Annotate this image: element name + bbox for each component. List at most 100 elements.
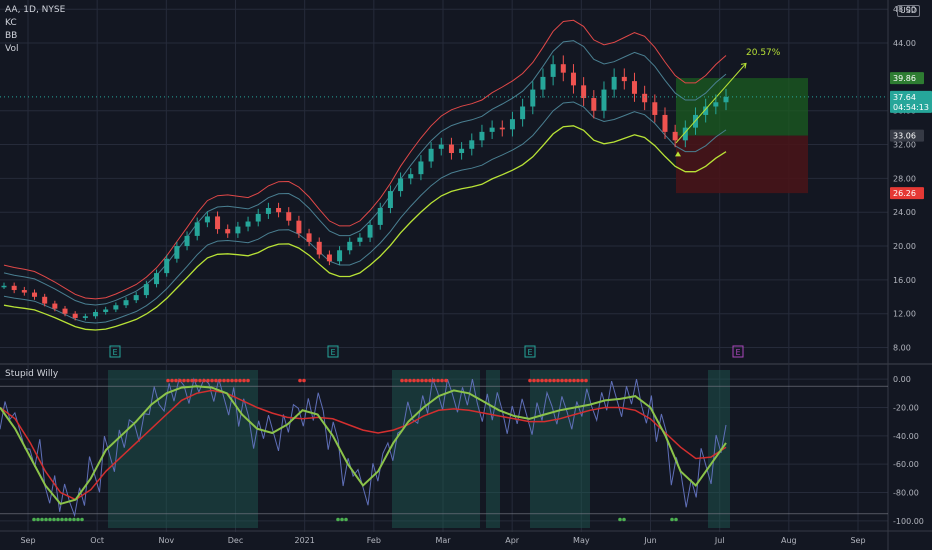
overbought-dot xyxy=(174,378,178,383)
overbought-dot xyxy=(234,378,238,383)
symbol-title[interactable]: AA, 1D, NYSE xyxy=(5,5,66,15)
candle-body xyxy=(347,241,353,251)
price-tick-label: 8.00 xyxy=(893,344,911,353)
candle-body xyxy=(520,106,526,120)
candle-body xyxy=(42,296,48,304)
price-tick-label: 32.00 xyxy=(893,141,916,150)
price-tick-label: 28.00 xyxy=(893,174,916,183)
willy-fast-line xyxy=(0,385,727,506)
candle-body xyxy=(326,254,332,262)
candle-body xyxy=(428,148,434,162)
position-arrowhead xyxy=(740,62,747,69)
kc-lower xyxy=(3,101,727,324)
overbought-dot xyxy=(444,378,448,383)
overbought-dot xyxy=(564,378,568,383)
earnings-letter: E xyxy=(112,348,117,357)
time-tick-label: Mar xyxy=(435,536,451,545)
candle-body xyxy=(377,207,383,225)
candle-body xyxy=(204,216,210,223)
overbought-dot xyxy=(214,378,218,383)
time-tick-label: Feb xyxy=(367,536,381,545)
overbought-dot xyxy=(218,378,222,383)
earnings-box xyxy=(732,345,744,358)
candle-body xyxy=(103,309,109,313)
entry-badge-bg xyxy=(890,129,924,142)
candle-body xyxy=(448,144,454,154)
oversold-dot xyxy=(36,517,40,522)
candle-body xyxy=(245,221,251,227)
candle-body xyxy=(591,98,597,111)
last-price-label: 37.64 xyxy=(893,93,916,102)
candle-body xyxy=(93,312,99,317)
overbought-dot xyxy=(178,378,182,383)
oversold-dot xyxy=(64,517,68,522)
overbought-dot xyxy=(246,378,250,383)
overbought-dot xyxy=(238,378,242,383)
bb-lower xyxy=(3,125,727,331)
candle-body xyxy=(713,102,719,107)
indicator-kc-label[interactable]: KC xyxy=(5,18,17,28)
oversold-dot xyxy=(622,517,626,522)
overbought-dot xyxy=(186,378,190,383)
oversold-dot xyxy=(72,517,76,522)
candle-body xyxy=(621,76,627,82)
candle-body xyxy=(316,241,322,255)
candle-body xyxy=(560,64,566,73)
indicator-bb-label[interactable]: BB xyxy=(5,31,18,41)
overbought-dot xyxy=(440,378,444,383)
time-tick-label: Aug xyxy=(781,536,797,545)
indicator-willy-label[interactable]: Stupid Willy xyxy=(5,369,59,379)
price-tick-label: 20.00 xyxy=(893,242,916,251)
candle-body xyxy=(398,178,404,192)
earnings-marker-upcoming: E xyxy=(732,345,744,358)
oversold-dot xyxy=(340,517,344,522)
oversold-dot xyxy=(32,517,36,522)
candle-body xyxy=(479,131,485,141)
price-tick-label: 44.00 xyxy=(893,39,916,48)
candle-body xyxy=(540,76,546,90)
grid xyxy=(0,0,888,532)
entry-marker xyxy=(675,151,681,157)
willy-highlight-region xyxy=(708,370,730,528)
overbought-dot xyxy=(528,378,532,383)
earnings-box xyxy=(109,345,121,358)
willy-tick-label: -20.00 xyxy=(893,403,919,412)
overbought-dot xyxy=(298,378,302,383)
candle-body xyxy=(123,300,129,306)
entry-badge-label: 33.06 xyxy=(893,132,916,141)
candle-body xyxy=(682,127,688,141)
candle-body xyxy=(672,131,678,141)
candle-body xyxy=(276,207,282,213)
candle-body xyxy=(570,72,576,86)
candle-body xyxy=(174,246,180,259)
earnings-box xyxy=(524,345,536,358)
overbought-dot xyxy=(536,378,540,383)
currency-button[interactable]: USD xyxy=(896,5,920,17)
candle-body xyxy=(62,308,68,314)
price-tick-label: 24.00 xyxy=(893,208,916,217)
overbought-dot xyxy=(552,378,556,383)
price-tick-label: 48.00 xyxy=(893,5,916,14)
overbought-dot xyxy=(424,378,428,383)
position-percent-label: 20.57% xyxy=(746,48,781,58)
time-tick-label: Jul xyxy=(714,536,725,545)
indicator-vol-label[interactable]: Vol xyxy=(5,44,19,54)
oversold-dot xyxy=(80,517,84,522)
willy-tick-label: -100.00 xyxy=(893,517,924,526)
oversold-dot xyxy=(76,517,80,522)
oversold-dot xyxy=(48,517,52,522)
candle-body xyxy=(408,174,414,179)
sub-indicator-legend: Stupid Willy xyxy=(5,368,58,381)
bb-upper xyxy=(3,19,727,300)
willy-tick-label: 0.00 xyxy=(893,375,911,384)
time-tick-label: Sep xyxy=(20,536,35,545)
time-tick-label: Oct xyxy=(90,536,104,545)
willy-tick-label: -80.00 xyxy=(893,489,919,498)
price-tick-label: 12.00 xyxy=(893,310,916,319)
candle-body xyxy=(509,119,515,130)
overbought-dot xyxy=(222,378,226,383)
candle-body xyxy=(631,81,637,94)
candle-body xyxy=(306,233,312,242)
overbought-dot xyxy=(572,378,576,383)
